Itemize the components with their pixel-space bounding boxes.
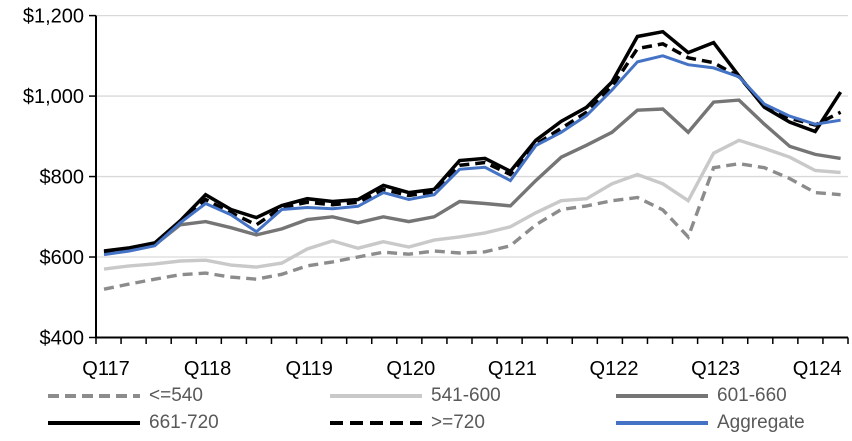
legend-label: >=720: [431, 412, 485, 433]
legend-item-ge720: >=720: [330, 412, 485, 434]
legend-label: 601-660: [717, 385, 787, 406]
x-axis-label: Q118: [184, 358, 231, 380]
legend-label: <=540: [149, 385, 203, 406]
series-line-720: [103, 41, 842, 254]
ge720-line-swatch: [330, 420, 422, 426]
legend-label: 661-720: [149, 412, 219, 433]
x-axis-label: Q121: [488, 358, 537, 380]
legend-item-aggregate: Aggregate: [616, 412, 805, 434]
series-line-540: [103, 161, 841, 291]
series-line-661-720: [103, 29, 843, 253]
y-axis-label: $600: [40, 247, 85, 269]
aggregate-line-swatch: [616, 421, 708, 425]
series-line-aggregate: [103, 54, 841, 257]
legend-label: 541-600: [431, 385, 501, 406]
x-axis-label: Q120: [386, 358, 435, 380]
x-axis-label: Q119: [285, 358, 332, 380]
le540-line-swatch: [48, 394, 140, 398]
y-axis-label: $1,000: [23, 86, 84, 108]
661-720-line-swatch: [48, 421, 140, 425]
legend-item-601-660: 601-660: [616, 385, 787, 407]
y-axis-label: $1,200: [23, 6, 84, 28]
series-line-541-600: [103, 138, 841, 271]
series-line-601-660: [103, 98, 841, 255]
y-axis-label: $400: [40, 328, 85, 350]
y-axis-label: $800: [40, 167, 85, 189]
legend-item-541-600: 541-600: [330, 385, 501, 407]
541-600-line-swatch: [330, 394, 422, 398]
legend-label: Aggregate: [717, 412, 805, 433]
legend-item-le540: <=540: [48, 385, 203, 407]
601-660-line-swatch: [616, 394, 708, 398]
x-axis-label: Q122: [590, 358, 639, 380]
x-axis-label: Q124: [793, 358, 842, 380]
x-axis-label: Q123: [691, 358, 740, 380]
x-axis-label: Q117: [82, 358, 129, 380]
legend-item-661-720: 661-720: [48, 412, 219, 434]
